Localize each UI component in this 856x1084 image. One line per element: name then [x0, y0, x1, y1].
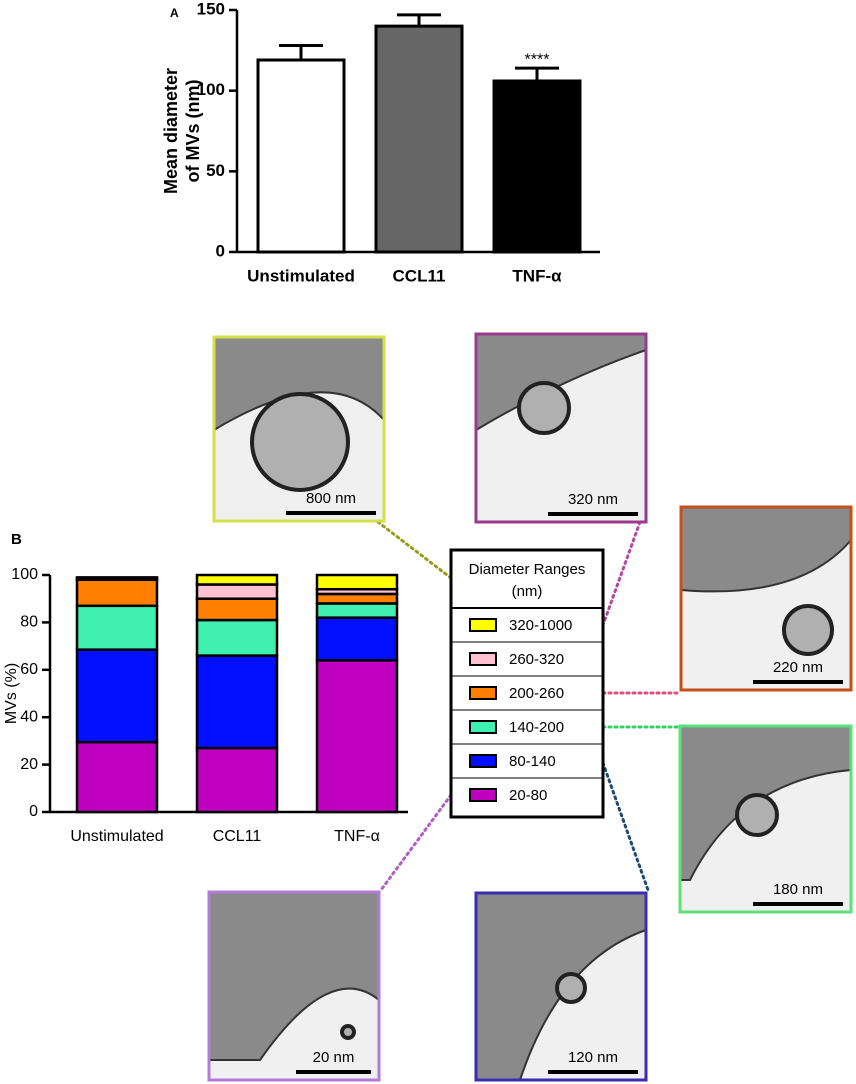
legend-title: Diameter Ranges [469, 561, 586, 578]
bar [492, 79, 582, 254]
legend-title: (nm) [512, 583, 543, 600]
micrograph-vesicle [782, 604, 834, 656]
legend-swatch [469, 720, 497, 734]
panel-label: B [11, 531, 22, 548]
scale-label: 220 nm [773, 659, 823, 676]
micrograph-frame [678, 724, 853, 914]
bar [256, 58, 346, 254]
micrograph-frame [474, 891, 648, 1082]
legend-label: 200-260 [509, 685, 564, 702]
scale-label: 120 nm [568, 1049, 618, 1066]
connector [601, 761, 650, 892]
bar-segment [75, 648, 159, 744]
legend-swatch [469, 652, 497, 666]
legend-box [449, 548, 605, 819]
scale-label: 20 nm [313, 1049, 355, 1066]
bar-segment [75, 578, 159, 608]
legend-swatch [469, 686, 497, 700]
y-tick-label: 100 [197, 80, 225, 99]
y-tick-label: 20 [20, 756, 38, 773]
y-tick-label: 40 [20, 708, 38, 725]
annotation: **** [525, 51, 550, 68]
legend-label: 80-140 [509, 753, 556, 770]
micrograph-frame [212, 335, 386, 523]
bar-segment [75, 604, 159, 651]
x-tick-label: CCL11 [393, 266, 446, 285]
micrograph-frame [679, 505, 853, 692]
micrograph-frame [474, 332, 648, 524]
y-tick-label: 50 [206, 161, 225, 180]
y-axis-label: MVs (%) [3, 663, 20, 724]
legend-swatch [469, 754, 497, 768]
panel-label: A [170, 6, 179, 20]
bar-segment [75, 740, 159, 814]
micrograph-vesicle [517, 381, 571, 435]
x-tick-label: Unstimulated [247, 266, 355, 285]
bar-segment [195, 573, 279, 586]
y-axis-label: of MVs (nm) [183, 80, 203, 183]
bar-segment [315, 616, 399, 662]
y-tick-label: 60 [20, 661, 38, 678]
micrograph-cell [213, 336, 385, 432]
bar-segment [315, 659, 399, 814]
micrograph-frame [207, 890, 381, 1082]
scale-label: 320 nm [568, 491, 618, 508]
bar-segment [195, 618, 279, 657]
bar-segment [75, 576, 159, 580]
scale-label: 800 nm [306, 490, 356, 507]
y-axis-label: Mean diameter [161, 68, 181, 194]
micrograph-vesicle [735, 793, 779, 837]
bar-segment [195, 654, 279, 750]
bar-segment [315, 573, 399, 591]
y-tick-label: 100 [11, 566, 38, 583]
legend-swatch [469, 618, 497, 632]
connector [379, 793, 453, 892]
bar-segment [195, 597, 279, 622]
legend-swatch [469, 788, 497, 802]
bar-segment [195, 583, 279, 600]
bar-segment [315, 602, 399, 619]
micrograph-vesicle [250, 392, 350, 492]
bar [374, 24, 464, 254]
y-tick-label: 0 [216, 241, 225, 260]
legend-label: 140-200 [509, 719, 564, 736]
micrograph-vesicle [340, 1024, 356, 1040]
x-tick-label: TNF-α [512, 266, 562, 285]
y-tick-label: 150 [197, 0, 225, 18]
bar-segment [315, 592, 399, 605]
x-tick-label: CCL11 [213, 828, 262, 845]
micrograph-vesicle [555, 972, 587, 1004]
x-tick-label: Unstimulated [70, 828, 163, 845]
legend-label: 320-1000 [509, 617, 572, 634]
y-tick-label: 80 [20, 614, 38, 631]
connector [601, 520, 642, 627]
legend-label: 20-80 [509, 787, 547, 804]
x-tick-label: TNF-α [334, 828, 380, 845]
scale-label: 180 nm [773, 881, 823, 898]
legend-label: 260-320 [509, 651, 564, 668]
connector [376, 520, 453, 580]
y-tick-label: 0 [29, 803, 38, 820]
bar-segment [195, 746, 279, 814]
